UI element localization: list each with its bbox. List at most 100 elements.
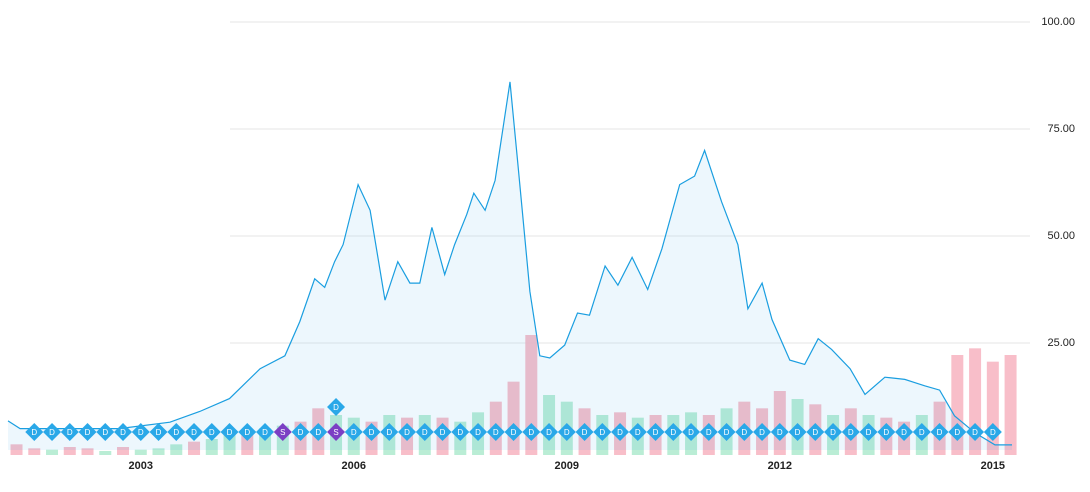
event-label: D (315, 428, 321, 437)
event-marker (504, 423, 523, 441)
event-marker (291, 423, 310, 441)
event-label: D (848, 428, 854, 437)
event-label: D (901, 428, 907, 437)
event-label: D (102, 428, 108, 437)
event-marker (593, 423, 612, 441)
event-marker (770, 423, 789, 441)
event-label: D (31, 428, 37, 437)
event-marker (60, 423, 79, 441)
event-marker (167, 423, 186, 441)
event-marker (327, 398, 346, 416)
event-label: D (653, 428, 659, 437)
event-marker (753, 423, 772, 441)
price-line (7, 81, 1012, 446)
event-marker (611, 423, 630, 441)
event-label: D (688, 428, 694, 437)
event-label: D (244, 428, 250, 437)
event-label: D (262, 428, 268, 437)
volume-bar (205, 439, 218, 455)
event-label: D (173, 428, 179, 437)
event-marker (788, 423, 807, 441)
x-tick-label: 2015 (981, 460, 1005, 472)
price-area (8, 81, 1012, 451)
event-label: D (67, 428, 73, 437)
event-label: D (564, 428, 570, 437)
event-label: D (866, 428, 872, 437)
event-label: D (493, 428, 499, 437)
event-label: D (120, 428, 126, 437)
event-label: D (670, 428, 676, 437)
event-marker (149, 423, 168, 441)
x-tick-label: 2006 (342, 460, 366, 472)
event-label: D (404, 428, 410, 437)
event-label: D (227, 428, 233, 437)
volume-bar (117, 447, 130, 455)
event-label: D (191, 428, 197, 437)
event-marker (309, 423, 328, 441)
y-tick-label: 25.00 (1047, 337, 1075, 349)
event-marker (327, 423, 346, 441)
event-marker (877, 423, 896, 441)
volume-bar (63, 447, 76, 455)
event-label: D (138, 428, 144, 437)
event-marker (362, 423, 381, 441)
event-marker (895, 423, 914, 441)
event-marker (682, 423, 701, 441)
event-label: D (635, 428, 641, 437)
event-marker (912, 423, 931, 441)
event-marker (806, 423, 825, 441)
y-tick-label: 100.00 (1041, 16, 1075, 28)
event-label: D (440, 428, 446, 437)
event-marker (131, 423, 150, 441)
event-label: D (209, 428, 215, 437)
event-label: D (599, 428, 605, 437)
event-marker (415, 423, 434, 441)
event-marker (344, 423, 363, 441)
event-marker (966, 423, 985, 441)
event-label: D (777, 428, 783, 437)
event-marker (238, 423, 257, 441)
event-marker (522, 423, 541, 441)
x-tick-label: 2009 (555, 460, 579, 472)
event-label: D (49, 428, 55, 437)
event-marker (646, 423, 665, 441)
volume-bar (46, 449, 59, 455)
event-marker (699, 423, 718, 441)
event-label: D (954, 428, 960, 437)
event-label: D (759, 428, 765, 437)
event-label: D (582, 428, 588, 437)
event-marker (628, 423, 647, 441)
x-tick-label: 2012 (768, 460, 792, 472)
event-marker (664, 423, 683, 441)
event-label: D (333, 403, 339, 412)
event-label: D (830, 428, 836, 437)
event-label: S (280, 428, 285, 437)
event-marker (185, 423, 204, 441)
volume-bar (507, 381, 520, 455)
event-label: D (812, 428, 818, 437)
volume-bar (525, 335, 538, 455)
volume-bar (223, 435, 236, 455)
event-label: D (475, 428, 481, 437)
event-label: D (511, 428, 517, 437)
event-marker (735, 423, 754, 441)
y-tick-label: 75.00 (1047, 123, 1075, 135)
event-label: D (457, 428, 463, 437)
event-marker (859, 423, 878, 441)
event-label: D (706, 428, 712, 437)
volume-bar (81, 448, 94, 455)
event-label: D (741, 428, 747, 437)
event-marker (25, 423, 44, 441)
event-marker (983, 423, 1002, 441)
event-marker (717, 423, 736, 441)
event-label: D (386, 428, 392, 437)
event-marker (469, 423, 488, 441)
event-label: D (528, 428, 534, 437)
event-marker (220, 423, 239, 441)
event-label: D (298, 428, 304, 437)
event-label: D (546, 428, 552, 437)
event-label: D (369, 428, 375, 437)
event-marker (256, 423, 275, 441)
event-label: D (937, 428, 943, 437)
